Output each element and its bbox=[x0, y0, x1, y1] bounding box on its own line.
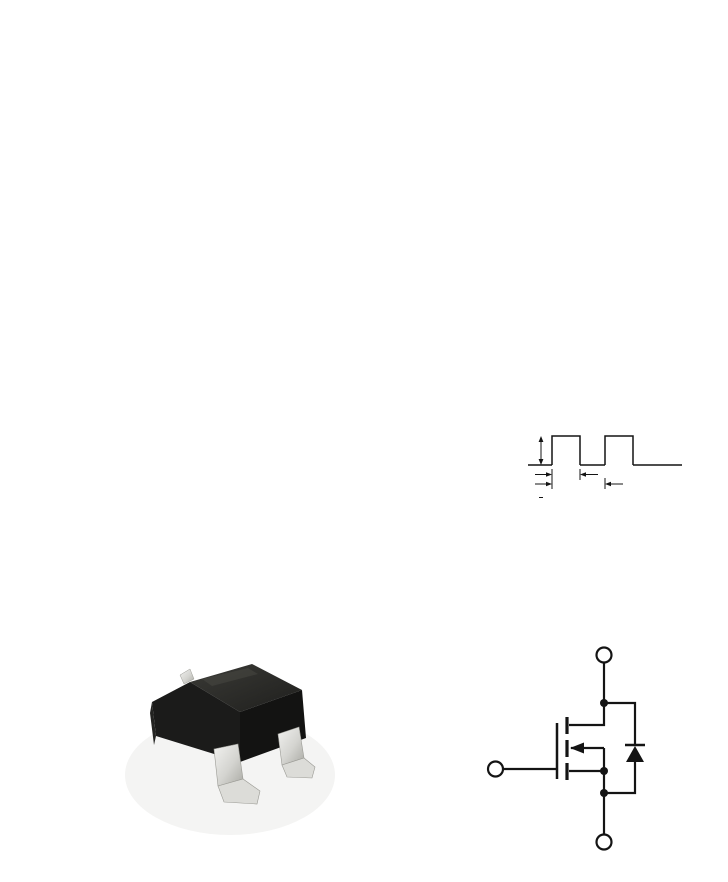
duty-cycle-waveform bbox=[528, 435, 682, 480]
pin3-lead bbox=[179, 668, 195, 685]
body-diode bbox=[626, 746, 644, 762]
on-resistance-y-axis-label bbox=[11, 37, 25, 207]
capacitance-chart bbox=[408, 6, 728, 256]
note-1-fraction bbox=[539, 497, 543, 499]
diode-branch bbox=[604, 701, 637, 745]
pin2-foot bbox=[281, 757, 316, 779]
drain-terminal bbox=[595, 646, 613, 664]
source-terminal bbox=[595, 833, 613, 851]
on-resistance-chart bbox=[10, 6, 360, 256]
pin1-lead bbox=[213, 743, 244, 787]
thermal-notes-box bbox=[522, 416, 706, 550]
package-front-face bbox=[152, 682, 240, 762]
package-base-edge bbox=[150, 702, 156, 745]
note-1 bbox=[535, 492, 543, 502]
duty-cycle-period-markers bbox=[535, 478, 623, 489]
capacitance-y-axis-label bbox=[413, 57, 427, 197]
note-1-numerator bbox=[539, 497, 543, 499]
thermal-y-axis-label bbox=[20, 355, 44, 525]
pulse-1 bbox=[551, 435, 581, 465]
pin1-foot bbox=[217, 778, 261, 805]
body-arrow bbox=[570, 742, 584, 754]
mosfet-schematic bbox=[486, 646, 645, 851]
package-top-highlight bbox=[202, 668, 258, 686]
package-photo bbox=[125, 664, 335, 835]
gate-terminal bbox=[486, 760, 505, 778]
pulse-2 bbox=[604, 435, 634, 465]
